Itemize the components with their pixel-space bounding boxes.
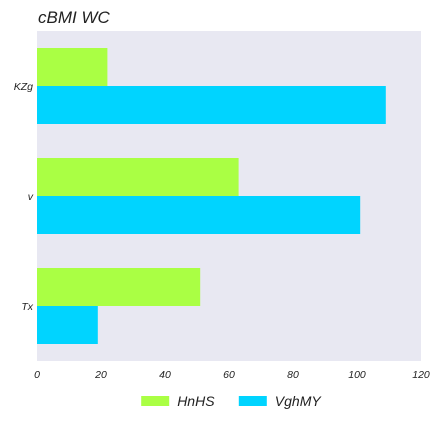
bars-group xyxy=(37,48,386,344)
bar-vghmy-kzg xyxy=(37,86,386,124)
legend-swatch-hnhs xyxy=(141,396,170,406)
x-tick-label-40: 40 xyxy=(159,369,171,381)
x-tick-label-100: 100 xyxy=(348,369,366,381)
bar-hnhs-tx xyxy=(37,268,201,306)
chart-title: cBMI WC xyxy=(38,8,110,27)
y-tick-labels: KZg v Tx xyxy=(14,81,34,313)
y-tick-label-kzg: KZg xyxy=(14,81,33,93)
y-tick-label-tx: Tx xyxy=(21,301,33,313)
x-tick-label-60: 60 xyxy=(223,369,235,381)
bar-vghmy-v xyxy=(37,196,361,234)
bar-hnhs-v xyxy=(37,158,239,196)
legend-swatch-vghmy xyxy=(238,396,267,406)
bar-vghmy-tx xyxy=(37,306,98,344)
legend-label-vghmy: VghMY xyxy=(275,393,323,409)
x-tick-labels: 0 20 40 60 80 100 120 xyxy=(34,369,430,381)
legend-label-hnhs: HnHS xyxy=(177,393,215,409)
legend: HnHS VghMY xyxy=(141,393,322,409)
x-tick-label-120: 120 xyxy=(412,369,430,381)
y-tick-label-v: v xyxy=(28,191,34,203)
x-tick-label-80: 80 xyxy=(287,369,299,381)
bar-hnhs-kzg xyxy=(37,48,108,86)
x-tick-label-20: 20 xyxy=(94,369,107,381)
x-tick-label-0: 0 xyxy=(34,369,40,381)
